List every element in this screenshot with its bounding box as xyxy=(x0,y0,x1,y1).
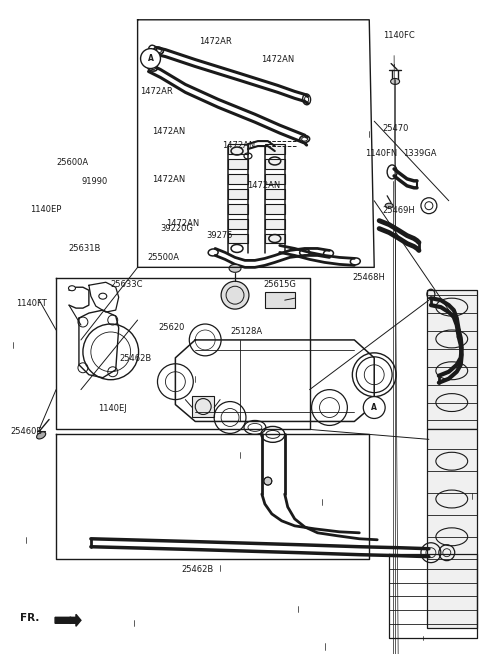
Text: 1472AR: 1472AR xyxy=(199,37,232,45)
Ellipse shape xyxy=(229,264,241,272)
Text: 25600A: 25600A xyxy=(56,158,88,167)
Text: 1472AN: 1472AN xyxy=(152,127,185,136)
Circle shape xyxy=(221,281,249,309)
Text: 39220G: 39220G xyxy=(160,224,192,234)
Ellipse shape xyxy=(148,45,156,55)
Bar xyxy=(192,396,214,417)
Bar xyxy=(265,218,285,228)
Bar xyxy=(228,234,248,243)
Text: 25468H: 25468H xyxy=(352,273,385,281)
Text: 25615G: 25615G xyxy=(263,281,296,289)
Bar xyxy=(228,218,248,228)
Bar xyxy=(427,290,477,430)
Text: 25469H: 25469H xyxy=(382,206,415,215)
Text: 1140EJ: 1140EJ xyxy=(98,404,127,413)
Text: 1472AN: 1472AN xyxy=(166,219,199,228)
Text: A: A xyxy=(147,54,154,63)
Ellipse shape xyxy=(264,477,272,485)
Text: 25470: 25470 xyxy=(382,124,408,133)
Text: 1140FN: 1140FN xyxy=(365,149,397,157)
Bar xyxy=(265,234,285,243)
Bar xyxy=(265,159,285,169)
Text: 25620: 25620 xyxy=(159,323,185,333)
Bar xyxy=(228,189,248,199)
Text: 25462B: 25462B xyxy=(120,354,152,363)
Text: 1472AN: 1472AN xyxy=(152,174,185,184)
Text: 91990: 91990 xyxy=(82,177,108,186)
Text: 25460E: 25460E xyxy=(10,426,42,436)
Bar xyxy=(228,174,248,184)
Ellipse shape xyxy=(385,203,393,208)
Text: 25633C: 25633C xyxy=(110,281,143,289)
Text: 25128A: 25128A xyxy=(230,327,263,337)
Text: 1472AR: 1472AR xyxy=(140,87,172,96)
Ellipse shape xyxy=(36,432,46,439)
Bar xyxy=(265,174,285,184)
Text: A: A xyxy=(372,403,377,412)
Text: 39275: 39275 xyxy=(206,231,233,240)
Circle shape xyxy=(141,49,160,68)
Bar xyxy=(265,144,285,154)
Bar xyxy=(228,204,248,214)
Text: 1339GA: 1339GA xyxy=(403,149,437,157)
Text: 1472AN: 1472AN xyxy=(247,181,280,190)
Text: 25462B: 25462B xyxy=(182,565,214,574)
Bar xyxy=(265,204,285,214)
Polygon shape xyxy=(55,614,81,626)
Ellipse shape xyxy=(391,79,399,85)
Bar xyxy=(265,292,295,308)
Bar xyxy=(228,144,248,154)
Text: FR.: FR. xyxy=(21,613,40,623)
Text: 1472AN: 1472AN xyxy=(222,141,255,150)
Text: 1140EP: 1140EP xyxy=(30,205,61,214)
Text: 25631B: 25631B xyxy=(68,244,101,253)
Ellipse shape xyxy=(69,286,75,291)
Bar xyxy=(265,189,285,199)
Text: 1140FC: 1140FC xyxy=(383,31,415,40)
Text: 1472AN: 1472AN xyxy=(262,55,295,64)
Circle shape xyxy=(363,397,385,419)
Bar xyxy=(427,430,477,628)
Bar xyxy=(228,159,248,169)
Text: 1140FT: 1140FT xyxy=(16,298,47,308)
Text: 25500A: 25500A xyxy=(147,253,179,262)
